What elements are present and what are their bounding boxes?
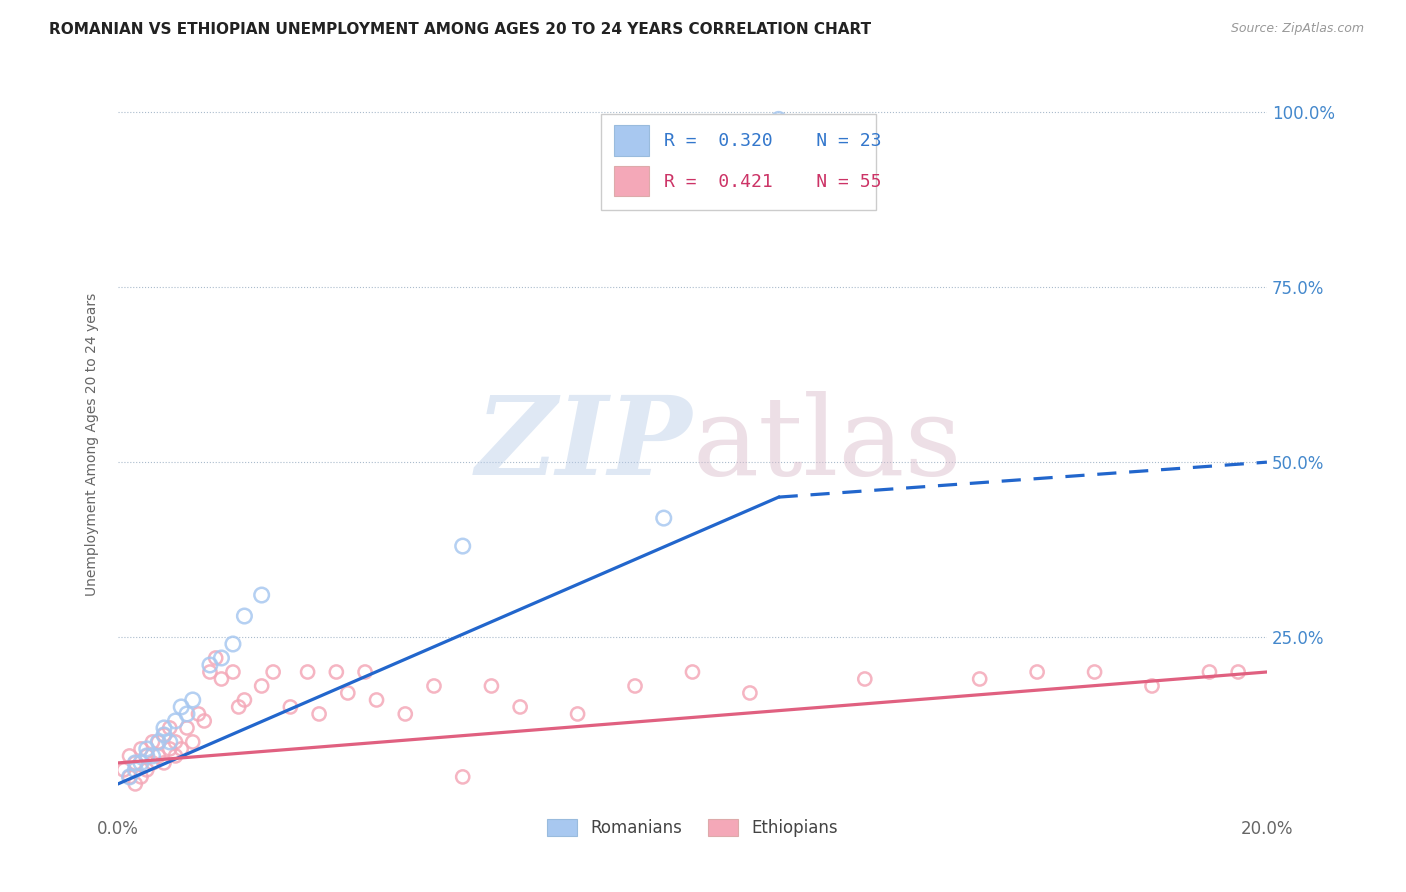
Text: R =  0.320    N = 23: R = 0.320 N = 23 [664, 132, 882, 150]
Point [481, 679, 503, 693]
Point [159, 742, 181, 756]
Point [181, 693, 204, 707]
Point [682, 665, 704, 679]
Point [354, 665, 377, 679]
Point [366, 693, 388, 707]
FancyBboxPatch shape [614, 166, 648, 196]
Point [135, 748, 157, 763]
Point [567, 706, 589, 721]
Point [738, 686, 761, 700]
Point [170, 700, 193, 714]
Point [141, 735, 163, 749]
Point [176, 706, 198, 721]
Point [159, 721, 181, 735]
Point [153, 756, 176, 770]
Point [118, 770, 141, 784]
Point [451, 539, 474, 553]
Point [170, 742, 193, 756]
Point [193, 714, 215, 728]
Point [135, 742, 157, 756]
Point [148, 735, 170, 749]
Point [336, 686, 359, 700]
Point [124, 756, 146, 770]
Point [228, 700, 250, 714]
FancyBboxPatch shape [614, 125, 648, 156]
Text: atlas: atlas [693, 392, 962, 498]
Point [233, 693, 256, 707]
Point [250, 679, 273, 693]
Legend: Romanians, Ethiopians: Romanians, Ethiopians [541, 813, 844, 844]
Point [153, 721, 176, 735]
Point [129, 770, 152, 784]
Point [181, 735, 204, 749]
Point [165, 735, 187, 749]
Point [165, 714, 187, 728]
Point [1227, 665, 1250, 679]
Point [222, 637, 245, 651]
Point [159, 735, 181, 749]
Point [148, 735, 170, 749]
Point [222, 665, 245, 679]
Point [211, 672, 233, 686]
Point [423, 679, 446, 693]
Point [394, 706, 416, 721]
Text: ZIP: ZIP [475, 391, 693, 499]
Point [1198, 665, 1220, 679]
Point [124, 777, 146, 791]
Point [297, 665, 319, 679]
Point [129, 742, 152, 756]
Point [198, 658, 221, 673]
Point [148, 748, 170, 763]
Point [153, 728, 176, 742]
Point [129, 756, 152, 770]
Point [187, 706, 209, 721]
Point [652, 511, 675, 525]
Point [118, 770, 141, 784]
Point [1026, 665, 1049, 679]
Text: ROMANIAN VS ETHIOPIAN UNEMPLOYMENT AMONG AGES 20 TO 24 YEARS CORRELATION CHART: ROMANIAN VS ETHIOPIAN UNEMPLOYMENT AMONG… [49, 22, 872, 37]
Point [768, 112, 790, 127]
Point [280, 700, 302, 714]
Point [451, 770, 474, 784]
Point [1140, 679, 1163, 693]
Point [325, 665, 347, 679]
Point [1084, 665, 1107, 679]
Point [250, 588, 273, 602]
Point [141, 748, 163, 763]
Point [969, 672, 991, 686]
Point [233, 609, 256, 624]
Text: R =  0.421    N = 55: R = 0.421 N = 55 [664, 173, 882, 192]
Point [211, 651, 233, 665]
Point [141, 756, 163, 770]
Y-axis label: Unemployment Among Ages 20 to 24 years: Unemployment Among Ages 20 to 24 years [86, 293, 100, 596]
Point [308, 706, 330, 721]
Point [135, 763, 157, 777]
Point [262, 665, 284, 679]
Text: Source: ZipAtlas.com: Source: ZipAtlas.com [1230, 22, 1364, 36]
Point [509, 700, 531, 714]
Point [153, 728, 176, 742]
Point [165, 748, 187, 763]
Point [124, 763, 146, 777]
Point [198, 665, 221, 679]
Point [118, 748, 141, 763]
Point [204, 651, 226, 665]
FancyBboxPatch shape [600, 114, 876, 210]
Point [853, 672, 876, 686]
Point [124, 756, 146, 770]
Point [112, 763, 135, 777]
Point [624, 679, 647, 693]
Point [135, 748, 157, 763]
Point [176, 721, 198, 735]
